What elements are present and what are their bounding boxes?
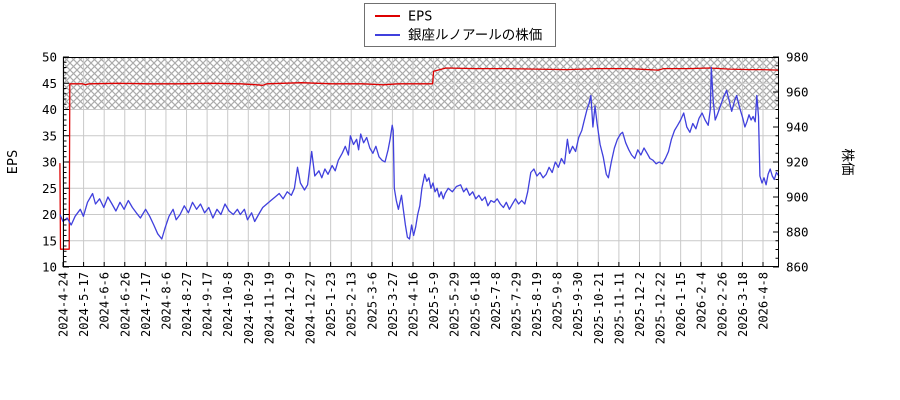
x-tick-label: 2025-3-27: [386, 272, 400, 337]
x-tick-label: 2025-4-16: [407, 272, 421, 337]
right-tick-label: 920: [786, 155, 809, 170]
x-tick-label: 2025-7-29: [509, 272, 523, 337]
x-tick-label: 2025-2-13: [345, 272, 359, 337]
x-tick-label: 2024-11-19: [262, 272, 276, 344]
left-tick-label: 15: [42, 233, 57, 248]
x-tick-label: 2024-12-27: [304, 272, 318, 344]
left-tick-label: 25: [42, 181, 57, 196]
legend: EPS 銀座ルノアールの株価: [364, 3, 556, 47]
series-lines: [59, 66, 780, 250]
x-tick-label: 2025-5-9: [427, 272, 441, 330]
x-tick-label: 2025-8-19: [530, 272, 544, 337]
right-tick-label: 940: [786, 120, 809, 135]
x-tick-label: 2025-5-29: [448, 272, 462, 337]
x-tick-label: 2025-10-21: [592, 272, 606, 344]
x-tick-label: 2025-12-22: [654, 272, 668, 344]
x-tick-label: 2025-1-23: [324, 272, 338, 337]
x-tick-label: 2024-5-17: [77, 272, 91, 337]
left-tick-label: 45: [42, 76, 57, 91]
x-tick-label: 2025-11-11: [612, 272, 626, 344]
x-tick-label: 2025-12-2: [633, 272, 647, 337]
right-tick-label: 960: [786, 85, 809, 100]
x-tick-label: 2024-8-27: [180, 272, 194, 337]
x-tick-labels: 2024-4-24 2024-5-17 2024-6-6 2024-6-26 2024-…: [57, 272, 771, 344]
left-tick-label: 50: [42, 50, 57, 65]
legend-eps-label: EPS: [408, 9, 432, 25]
x-tick-label: 2025-3-6: [365, 272, 379, 330]
x-tick-label: 2024-10-29: [242, 272, 256, 344]
left-tick-label: 20: [42, 207, 57, 222]
right-tick-label: 980: [786, 50, 809, 65]
x-tick-label: 2024-6-26: [118, 272, 132, 337]
left-tick-label: 35: [42, 128, 57, 143]
right-tick-labels: 860 880 900 920 940 960 980: [786, 50, 809, 275]
right-tick-label: 900: [786, 190, 809, 205]
legend-price-label: 銀座ルノアールの株価: [408, 28, 542, 44]
x-tick-label: 2026-3-18: [736, 272, 750, 337]
stock-price-line: [59, 66, 780, 240]
x-tick-label: 2024-10-8: [221, 272, 235, 337]
x-tick-label: 2026-2-4: [695, 272, 709, 330]
gridlines: [62, 57, 779, 267]
x-tick-label: 2025-9-8: [551, 272, 565, 330]
legend-box: [364, 3, 556, 47]
right-tick-label: 860: [786, 260, 809, 275]
left-tick-label: 10: [42, 260, 57, 275]
x-tick-label: 2024-8-6: [159, 272, 173, 330]
right-axis-title: 株価: [839, 149, 855, 176]
x-tick-label: 2024-12-9: [283, 272, 297, 337]
eps-line: [59, 67, 779, 250]
x-tick-label: 2026-4-8: [757, 272, 771, 330]
x-tick-label: 2024-6-6: [98, 272, 112, 330]
x-tick-label: 2025-9-30: [571, 272, 585, 337]
left-tick-label: 40: [42, 102, 57, 117]
left-tick-label: 30: [42, 155, 57, 170]
right-tick-label: 880: [786, 225, 809, 240]
x-tick-label: 2025-7-8: [489, 272, 503, 330]
left-axis-title: EPS: [5, 150, 21, 174]
axis-ticks: [62, 56, 779, 268]
x-tick-label: 2024-7-17: [139, 272, 153, 337]
x-tick-label: 2024-4-24: [57, 272, 71, 337]
x-tick-label: 2024-9-17: [201, 272, 215, 337]
left-tick-labels: 10 15 20 25 30 35 40 45 50: [42, 50, 57, 275]
x-tick-label: 2026-2-26: [715, 272, 729, 337]
x-tick-label: 2026-1-15: [674, 272, 688, 337]
x-tick-label: 2025-6-18: [468, 272, 482, 337]
